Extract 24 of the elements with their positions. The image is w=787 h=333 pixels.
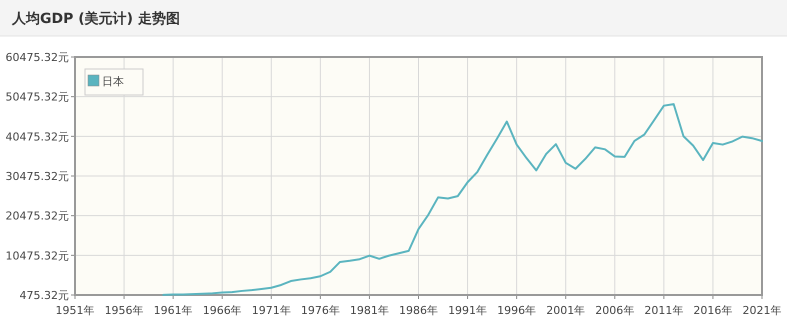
x-tick-label: 1961年: [154, 304, 193, 317]
x-tick-label: 2006年: [595, 304, 634, 317]
x-tick-label: 1996年: [497, 304, 536, 317]
x-tick-label: 1991年: [448, 304, 488, 317]
x-tick-label: 2016年: [693, 304, 732, 317]
y-tick-label: 30475.32元: [6, 170, 69, 183]
x-tick-label: 1951年: [56, 304, 94, 317]
x-tick-label: 1981年: [350, 304, 389, 317]
x-tick-label: 1986年: [399, 304, 438, 317]
y-tick-label: 475.32元: [20, 289, 69, 302]
y-tick-label: 50475.32元: [6, 90, 69, 104]
x-tick-label: 1956年: [104, 304, 144, 317]
chart-title: 人均GDP (美元计) 走势图: [11, 10, 180, 27]
x-tick-label: 2021年: [742, 304, 782, 317]
x-tick-label: 2001年: [546, 304, 586, 317]
x-tick-label: 1971年: [252, 304, 291, 317]
y-tick-label: 40475.32元: [6, 130, 69, 144]
x-tick-label: 1976年: [300, 304, 340, 317]
x-tick-label: 1966年: [202, 304, 242, 317]
y-tick-label: 10475.32元: [6, 249, 69, 262]
x-tick-label: 2011年: [644, 304, 684, 317]
y-tick-label: 20475.32元: [6, 210, 69, 223]
legend-label: 日本: [102, 75, 124, 88]
y-tick-label: 60475.32元: [6, 51, 69, 64]
